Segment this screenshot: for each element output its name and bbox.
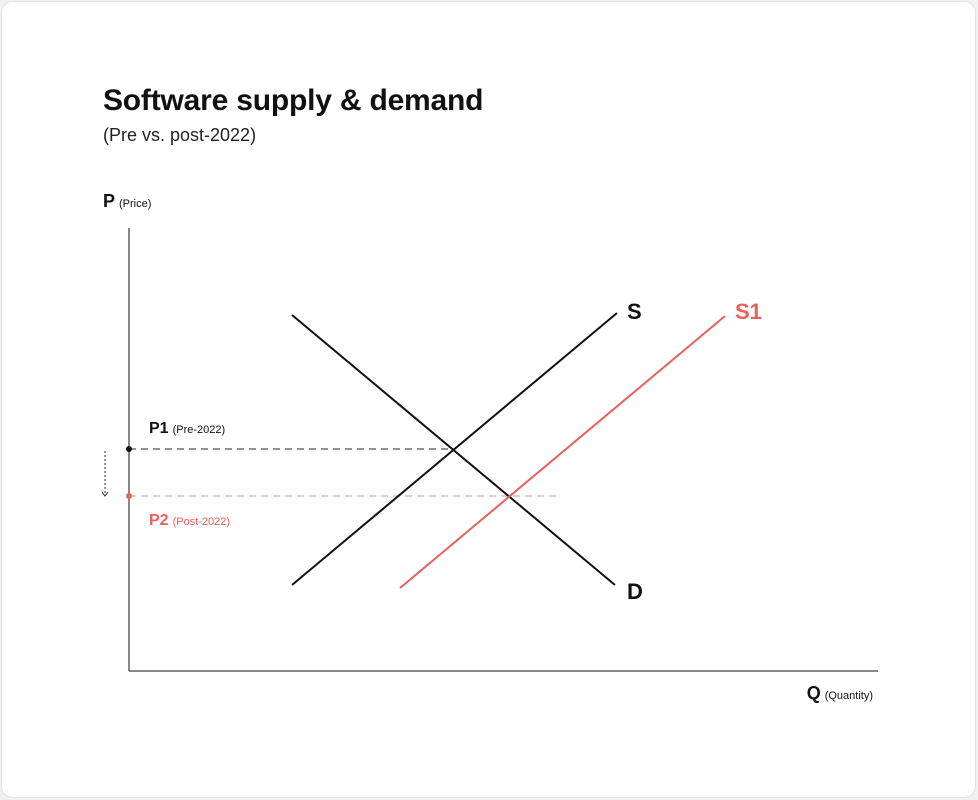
p2-symbol: P2 (149, 512, 169, 529)
y-axis-description: (Price) (119, 198, 152, 210)
p2-marker (126, 493, 132, 499)
supply-shifted-curve-label: S1 (735, 299, 762, 324)
x-axis-description: (Quantity) (824, 690, 873, 702)
p1-description: (Pre-2022) (172, 424, 226, 436)
supply-shifted-curve (399, 315, 726, 589)
p1-symbol: P1 (149, 420, 169, 437)
supply-curve (291, 312, 618, 586)
p1-label: P1 (Pre-2022) (149, 420, 225, 438)
p2-description: (Post-2022) (172, 516, 231, 528)
y-axis-symbol: P (103, 191, 116, 211)
p1-marker (126, 446, 132, 452)
x-axis-symbol: Q (806, 683, 821, 703)
diagram-title: Software supply & demand (103, 84, 484, 117)
price-shift-arrow-icon (101, 451, 109, 497)
demand-curve-label: D (627, 579, 643, 604)
x-axis-label: Q (Quantity) (807, 683, 873, 704)
y-axis-label: P (Price) (103, 191, 151, 212)
p2-label: P2 (Post-2022) (149, 512, 230, 530)
supply-curve-label: S (627, 299, 642, 324)
diagram-subtitle: (Pre vs. post-2022) (103, 125, 257, 145)
